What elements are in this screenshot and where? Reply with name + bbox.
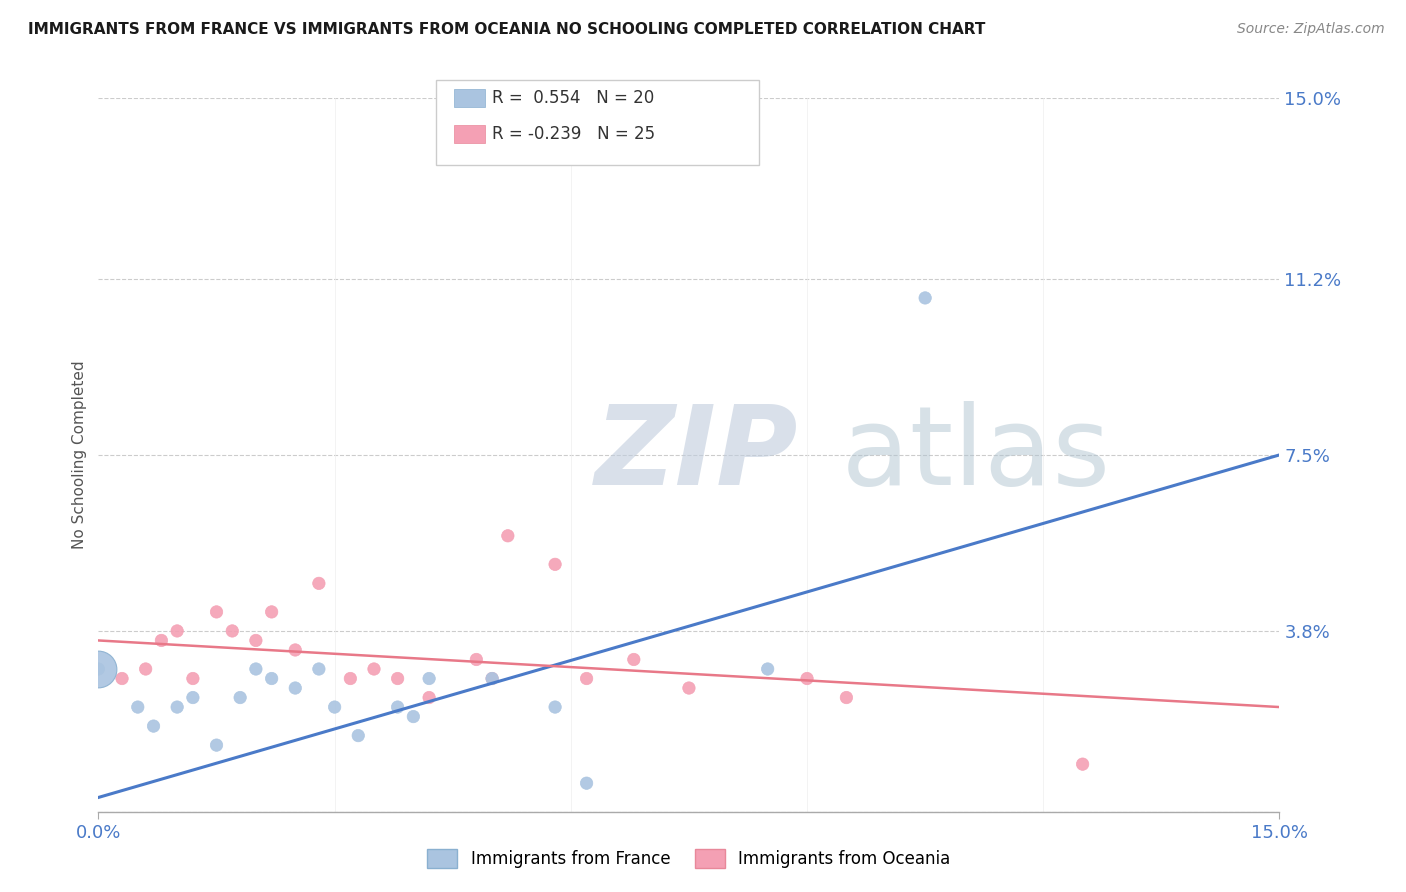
Point <box>347 729 370 743</box>
Point <box>623 652 645 666</box>
Text: R = -0.239   N = 25: R = -0.239 N = 25 <box>492 125 655 143</box>
Point <box>284 643 307 657</box>
Point <box>205 605 228 619</box>
Y-axis label: No Schooling Completed: No Schooling Completed <box>72 360 87 549</box>
Point <box>402 709 425 723</box>
Point <box>544 558 567 572</box>
Point <box>142 719 165 733</box>
Point <box>756 662 779 676</box>
Point <box>135 662 157 676</box>
Point <box>796 672 818 686</box>
Point <box>150 633 173 648</box>
Text: R =  0.554   N = 20: R = 0.554 N = 20 <box>492 89 654 107</box>
Point <box>496 529 519 543</box>
Point <box>678 681 700 695</box>
Point <box>418 672 440 686</box>
Text: Source: ZipAtlas.com: Source: ZipAtlas.com <box>1237 22 1385 37</box>
Point <box>181 690 204 705</box>
Text: atlas: atlas <box>595 401 1111 508</box>
Point <box>308 576 330 591</box>
Point <box>260 672 283 686</box>
Point <box>575 672 598 686</box>
Point <box>181 672 204 686</box>
Text: IMMIGRANTS FROM FRANCE VS IMMIGRANTS FROM OCEANIA NO SCHOOLING COMPLETED CORRELA: IMMIGRANTS FROM FRANCE VS IMMIGRANTS FRO… <box>28 22 986 37</box>
Point <box>111 672 134 686</box>
Point <box>229 690 252 705</box>
Point <box>245 633 267 648</box>
Point <box>245 662 267 676</box>
Point <box>575 776 598 790</box>
Point <box>465 652 488 666</box>
Point <box>205 738 228 752</box>
Point <box>914 291 936 305</box>
Point <box>284 681 307 695</box>
Point <box>166 624 188 638</box>
Point <box>166 700 188 714</box>
Point <box>387 672 409 686</box>
Point <box>418 690 440 705</box>
Point <box>544 700 567 714</box>
Point <box>481 672 503 686</box>
Point <box>127 700 149 714</box>
Point <box>221 624 243 638</box>
Point <box>835 690 858 705</box>
Point <box>323 700 346 714</box>
Text: ZIP: ZIP <box>595 401 799 508</box>
Point <box>363 662 385 676</box>
Point <box>87 662 110 676</box>
Legend: Immigrants from France, Immigrants from Oceania: Immigrants from France, Immigrants from … <box>420 842 957 875</box>
Point <box>1071 757 1094 772</box>
Point <box>481 672 503 686</box>
Point <box>339 672 361 686</box>
Point <box>387 700 409 714</box>
Point <box>87 662 110 676</box>
Point <box>308 662 330 676</box>
Point <box>260 605 283 619</box>
